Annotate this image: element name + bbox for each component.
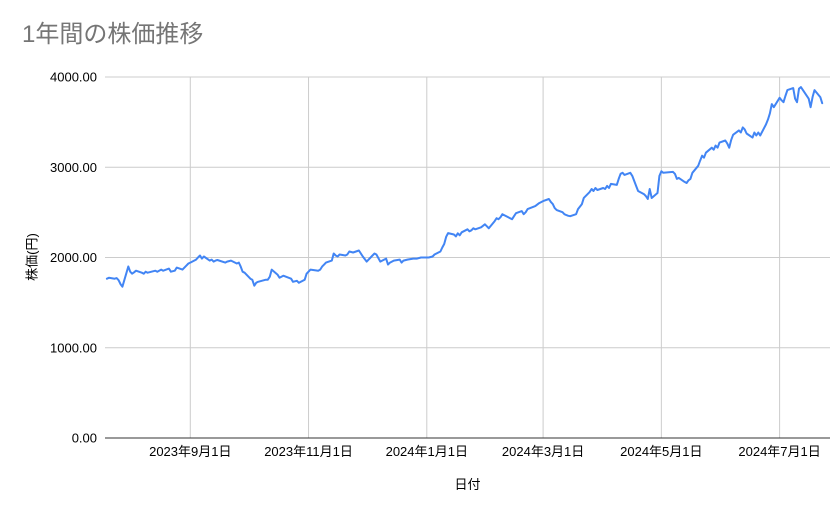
y-tick-label: 2000.00 xyxy=(50,250,97,265)
x-tick-label: 2024年3月1日 xyxy=(502,444,584,459)
y-tick-label: 1000.00 xyxy=(50,340,97,355)
x-axis-title: 日付 xyxy=(454,477,481,492)
y-tick-label: 4000.00 xyxy=(50,70,97,85)
y-tick-label: 3000.00 xyxy=(50,160,97,175)
chart-title: 1年間の株価推移 xyxy=(22,21,204,48)
y-tick-label: 0.00 xyxy=(72,431,97,446)
price-line-series xyxy=(105,86,824,288)
x-tick-label: 2024年5月1日 xyxy=(620,444,702,459)
x-tick-label: 2023年9月1日 xyxy=(149,444,231,459)
x-tick-label: 2023年11月1日 xyxy=(264,444,353,459)
x-tick-label: 2024年7月1日 xyxy=(738,444,820,459)
x-tick-label: 2024年1月1日 xyxy=(386,444,468,459)
